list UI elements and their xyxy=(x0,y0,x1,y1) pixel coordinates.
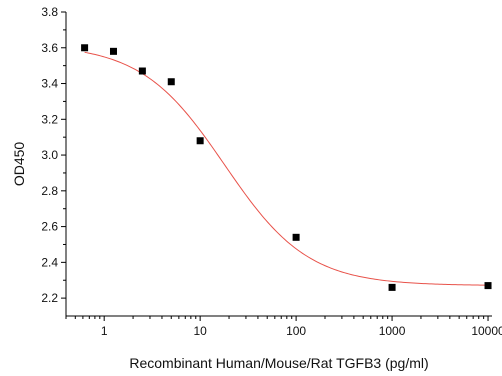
y-tick-label: 3.0 xyxy=(41,148,58,162)
x-tick-label: 100 xyxy=(286,324,306,338)
x-tick-label: 1 xyxy=(101,324,108,338)
y-tick-label: 2.4 xyxy=(41,255,58,269)
data-point xyxy=(388,283,396,291)
y-tick-label: 2.8 xyxy=(41,184,58,198)
data-points xyxy=(81,44,492,291)
y-ticks: 2.2 2.4 2.6 2.8 3.0 3.2 3.4 3.6 3.8 xyxy=(41,5,66,305)
plot-area xyxy=(65,12,492,317)
y-axis-title: OD450 xyxy=(11,142,27,187)
x-tick-label: 10000 xyxy=(471,324,502,338)
y-tick-label: 3.4 xyxy=(41,77,58,91)
y-tick-label: 3.2 xyxy=(41,112,58,126)
x-tick-label: 1000 xyxy=(379,324,406,338)
fit-curve xyxy=(84,51,489,286)
x-ticks: 1 10 100 1000 10000 xyxy=(65,316,502,338)
y-tick-label: 3.8 xyxy=(41,5,58,19)
x-axis-title: Recombinant Human/Mouse/Rat TGFB3 (pg/ml… xyxy=(129,355,428,371)
x-tick-label: 10 xyxy=(193,324,207,338)
y-tick-label: 2.2 xyxy=(41,291,58,305)
data-point xyxy=(196,137,204,145)
y-tick-label: 3.6 xyxy=(41,41,58,55)
data-point xyxy=(81,44,89,52)
data-point xyxy=(138,67,146,75)
data-point xyxy=(109,47,117,55)
y-tick-label: 2.6 xyxy=(41,220,58,234)
data-point xyxy=(167,78,175,86)
data-point xyxy=(484,282,492,290)
data-point xyxy=(292,233,300,241)
